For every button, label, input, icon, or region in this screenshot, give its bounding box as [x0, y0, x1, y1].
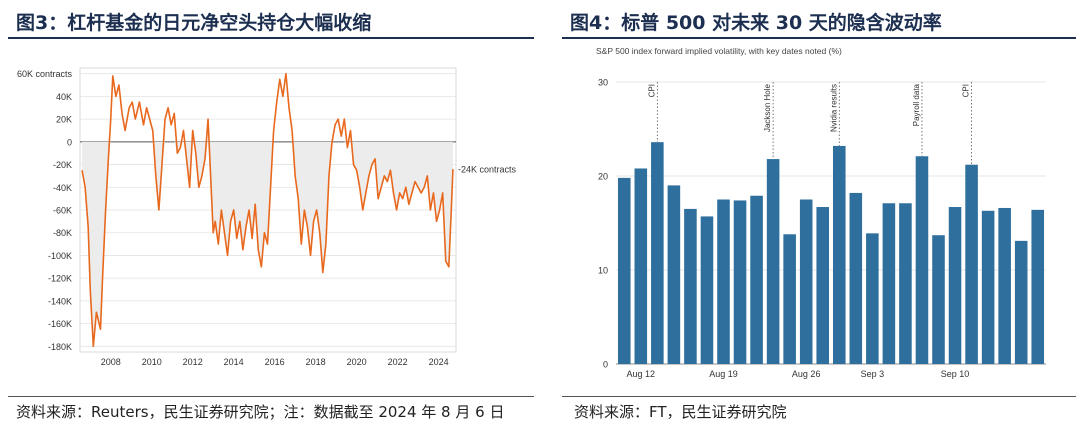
y-tick-label: 60K contracts	[17, 69, 73, 79]
chart-title: S&P 500 index forward implied volatility…	[596, 46, 842, 56]
left-source-note: 资料来源：Reuters，民生证券研究院；注：数据截至 2024 年 8 月 6…	[16, 403, 505, 421]
y-tick-label: -140K	[48, 296, 72, 306]
bar	[866, 233, 879, 364]
annotation-label: Nvidia results	[829, 84, 838, 132]
bar	[766, 159, 780, 364]
left-title-rule	[8, 37, 534, 39]
bar	[684, 208, 697, 364]
right-bar-chart: S&P 500 index forward implied volatility…	[596, 46, 1046, 379]
bar	[750, 195, 763, 364]
bar	[882, 203, 896, 364]
x-tick-label: 2024	[429, 357, 449, 367]
bar	[965, 164, 978, 364]
y-tick-label: -160K	[48, 319, 72, 329]
annotation-label: CPI	[962, 84, 971, 97]
x-tick-label: 2012	[183, 357, 203, 367]
x-tick-label: Aug 12	[627, 369, 656, 379]
bar	[816, 207, 830, 364]
bar	[634, 168, 648, 364]
bar	[733, 200, 747, 364]
bar	[981, 210, 995, 364]
bar	[651, 142, 664, 364]
y-tick-label: -180K	[48, 342, 72, 352]
x-tick-label: Sep 10	[941, 369, 970, 379]
right-panel: 图4：标普 500 对未来 30 天的隐含波动率 S&P 500 index f…	[540, 0, 1080, 434]
y-tick-label: -40K	[53, 183, 72, 193]
y-tick-label: -120K	[48, 274, 72, 284]
annotation-label: Payroll data	[912, 83, 921, 126]
y-tick-label: 20K	[56, 115, 72, 125]
bar	[717, 199, 730, 364]
bar	[932, 235, 945, 364]
bar	[899, 203, 912, 364]
x-tick-label: 2014	[224, 357, 244, 367]
x-tick-label: 2018	[306, 357, 326, 367]
left-figure-title: 图3：杠杆基金的日元净空头持仓大幅收缩	[16, 12, 372, 34]
bar	[1031, 209, 1045, 364]
bar	[849, 192, 863, 364]
bar	[948, 207, 962, 364]
y-tick-label: -60K	[53, 206, 72, 216]
left-source-rule	[8, 396, 534, 397]
x-tick-label: Aug 26	[792, 369, 821, 379]
annotation-label: Jackson Hole	[763, 83, 772, 132]
bar	[783, 234, 796, 364]
y-tick-label: -80K	[53, 228, 72, 238]
y-tick-label: 10	[598, 266, 608, 276]
bar	[667, 185, 681, 364]
x-tick-label: 2008	[101, 357, 121, 367]
right-figure-title: 图4：标普 500 对未来 30 天的隐含波动率	[570, 12, 942, 34]
y-tick-label: 40K	[56, 92, 72, 102]
y-tick-label: 0	[67, 137, 72, 147]
x-tick-label: 2022	[388, 357, 408, 367]
y-tick-label: 30	[598, 78, 608, 88]
bar	[617, 177, 631, 364]
bar	[998, 207, 1011, 364]
bar	[700, 216, 714, 364]
x-tick-label: 2020	[347, 357, 367, 367]
right-source-rule	[562, 396, 1076, 397]
x-tick-label: Sep 3	[861, 369, 885, 379]
x-tick-label: 2016	[265, 357, 285, 367]
y-tick-label: -20K	[53, 160, 72, 170]
x-tick-label: 2010	[142, 357, 162, 367]
bar	[1014, 240, 1028, 364]
x-tick-label: Aug 19	[709, 369, 738, 379]
annotation-label: -24K contracts	[458, 165, 517, 175]
bar	[915, 156, 929, 364]
left-panel: 图3：杠杆基金的日元净空头持仓大幅收缩 60K contracts 40K 20K 0…	[8, 12, 534, 421]
series-line	[81, 72, 454, 348]
y-tick-label: 0	[603, 360, 608, 370]
left-line-chart: 60K contracts 40K 20K 0 -20K -40K -60K -80K -100…	[17, 67, 517, 367]
y-tick-label: -100K	[48, 251, 72, 261]
right-title-rule	[562, 37, 1076, 39]
annotation-label: CPI	[647, 84, 656, 97]
bar	[832, 145, 846, 364]
bar	[799, 199, 813, 364]
y-tick-label: 20	[598, 172, 608, 182]
right-source-note: 资料来源：FT，民生证券研究院	[574, 403, 787, 421]
